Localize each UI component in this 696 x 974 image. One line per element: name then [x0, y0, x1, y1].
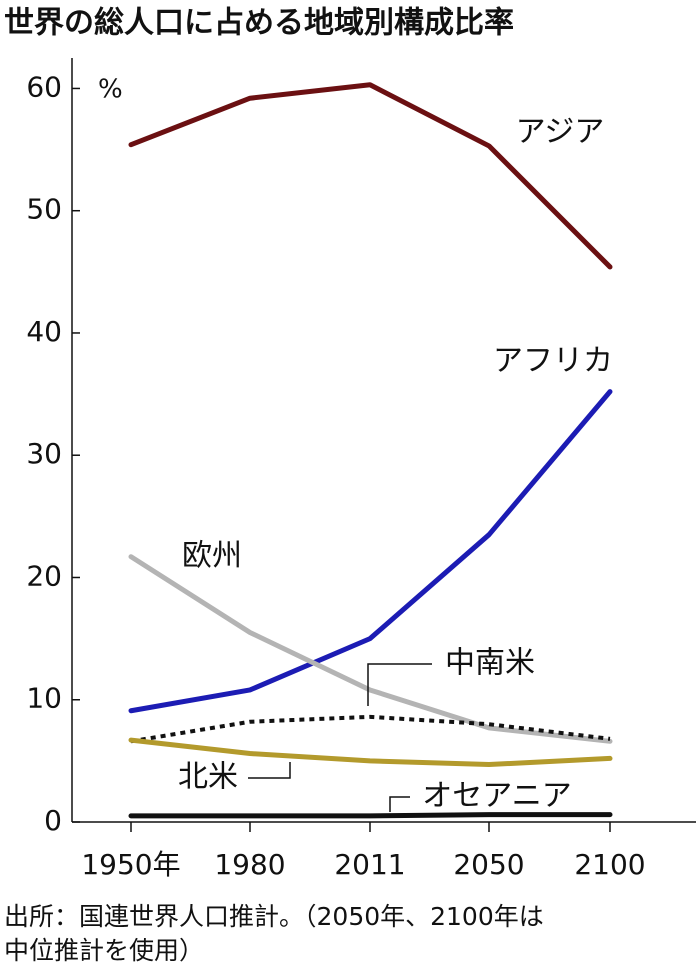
x-tick-label: 2011 [334, 848, 405, 881]
y-tick-label: 40 [26, 315, 62, 348]
series-label: 中南米 [445, 646, 535, 681]
series-label: アフリカ [493, 344, 613, 379]
leader-line [248, 762, 291, 779]
series-line [128, 554, 613, 744]
x-tick-label: 1950年 [81, 848, 180, 881]
x-tick-label: 2100 [574, 848, 645, 881]
series-line [128, 82, 613, 270]
series-label: アジア [516, 115, 605, 150]
chart-title: 世界の総人口に占める地域別構成比率 [4, 6, 514, 41]
leader-line [367, 663, 432, 706]
y-tick-label: 20 [26, 559, 62, 592]
x-tick-label: 1980 [214, 848, 285, 881]
series-label: オセアニア [422, 779, 571, 814]
y-tick-label: 10 [26, 682, 62, 715]
y-tick-label: 60 [26, 70, 62, 103]
x-tick-label: 2050 [453, 848, 524, 881]
y-tick-label: 0 [44, 804, 62, 837]
series-label: 北米 [178, 760, 238, 795]
y-tick-label: 50 [26, 193, 62, 226]
y-tick-label: 30 [26, 437, 62, 470]
series-line [130, 714, 611, 744]
series-line [128, 812, 613, 819]
leader-line [389, 796, 410, 812]
series-label: 欧州 [182, 539, 242, 574]
series-line [128, 389, 613, 714]
unit-label: % [98, 75, 123, 105]
source-note: 出所：国連世界人口推計。（2050年、2100年は [4, 902, 544, 931]
series-line [128, 737, 613, 768]
source-note: 中位推計を使用） [4, 936, 204, 965]
